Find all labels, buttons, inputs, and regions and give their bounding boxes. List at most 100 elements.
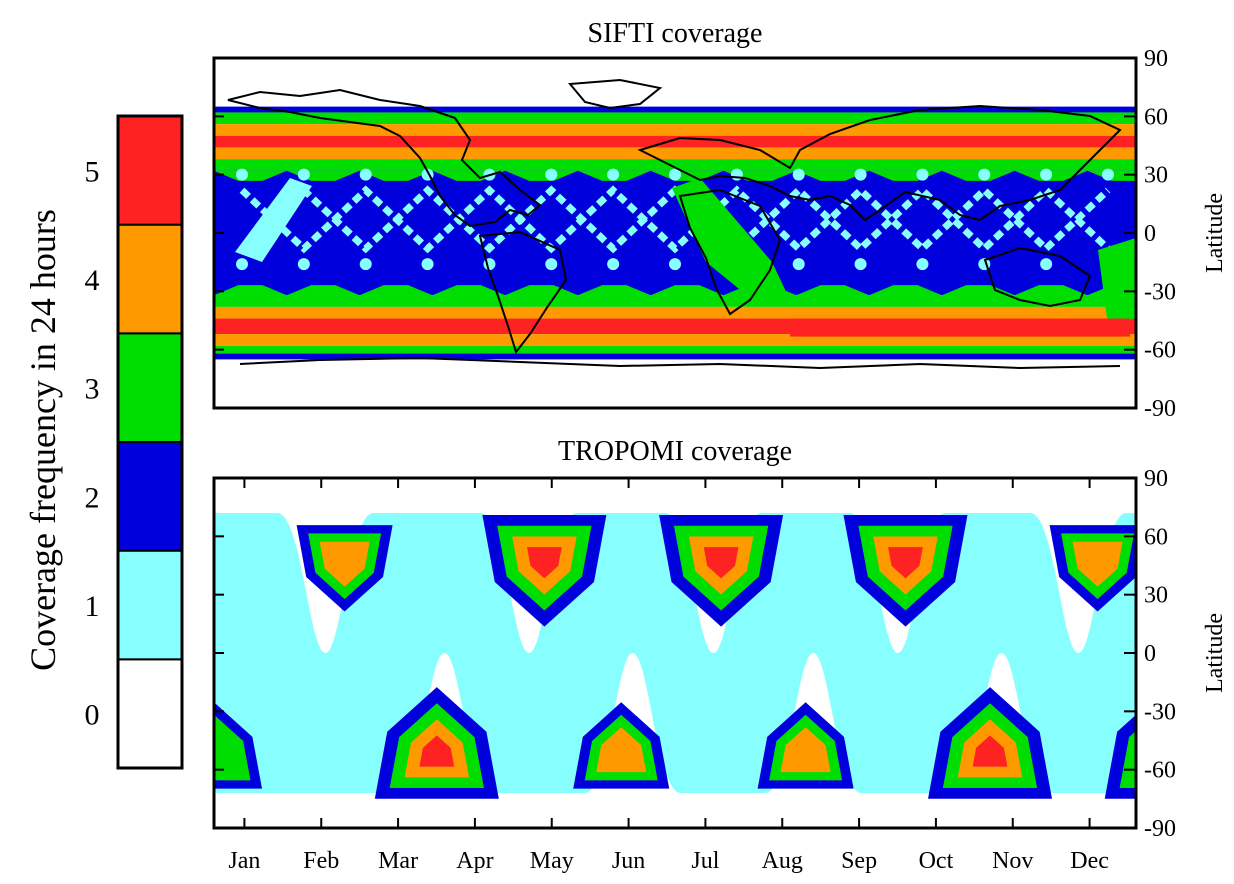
tropomi-north-hotspot-2 [659,515,784,627]
x-tick-label: May [530,848,574,874]
sifti-dot [297,258,310,271]
sifti-coverage-map [214,58,1136,360]
y-tick-label: -60 [1144,758,1176,784]
colorbar-label-0: 0 [85,699,100,732]
x-tick-label: Feb [303,848,339,874]
tropomi-north-hotspot-3 [843,515,968,627]
sifti-dot [545,258,558,271]
y-tick-label: 60 [1144,524,1168,550]
coastline-6 [239,356,1121,370]
sifti-dot [236,258,248,271]
sifti-dot [669,258,681,271]
sifti-ylabel: Latitude [1202,193,1228,273]
y-tick-label: 0 [1144,641,1156,667]
sifti-no-coverage-north [214,58,1136,107]
x-tick-label: Nov [992,848,1033,874]
tropomi-south-hotspot-2 [573,702,670,789]
x-tick-label: Mar [378,848,418,874]
tropomi-panel: TROPOMI coverage 90 60 30 0 -30 -60 -90 Jan Feb… [212,436,1228,874]
sifti-dot [854,258,867,271]
y-tick-label: 30 [1144,583,1168,609]
coastline-5 [983,246,1092,308]
tropomi-title: TROPOMI coverage [558,436,792,467]
colorbar-label-2: 2 [85,481,100,514]
sifti-dot [607,168,620,181]
tropomi-south-hotspot-4-level-5 [972,735,1008,767]
x-tick-label: Oct [919,848,954,874]
tropomi-y-ticks: 90 60 30 0 -30 -60 -90 [214,466,1176,842]
sifti-track-a [239,185,1111,254]
tropomi-north-hotspot-0 [296,525,393,612]
coastline-4 [678,188,782,316]
sifti-dot [854,168,867,181]
colorbar-label-1: 1 [85,590,100,623]
colorbar-swatch-2 [117,441,183,552]
y-tick-label: -60 [1144,338,1176,364]
sifti-wide-swath [235,178,312,262]
x-tick-label: Dec [1070,848,1109,874]
tropomi-south-hotspot-0-level-3 [214,714,251,781]
tropomi-south-hotspot-0 [214,702,262,789]
sifti-dot [1040,258,1053,271]
tropomi-south-hotspot-1-level-5 [419,735,455,767]
tropomi-north-hotspot-4 [1049,525,1136,612]
sifti-band-4 [214,147,1136,160]
sifti-dot [359,258,372,271]
tropomi-north-hotspot-1 [482,515,607,627]
sifti-panel: SIFTI coverage 90 60 30 0 -30 -60 -90 Latitude [212,18,1228,422]
x-tick-label: Jan [228,848,260,874]
tropomi-south-hotspot-3 [757,702,854,789]
tropomi-north-hotspot-4-level-4 [1072,541,1123,587]
y-tick-label: 90 [1144,46,1168,72]
sifti-dot [607,258,620,271]
x-tick-label: Jun [612,848,645,874]
tropomi-south-hotspot-5-level-3 [1119,730,1136,789]
sifti-dot [1102,168,1114,181]
sifti-green-swath-1 [672,178,790,306]
colorbar-frame [116,114,184,770]
colorbar-swatch-0 [117,658,183,769]
sifti-band-2 [214,124,1136,136]
coastline-0 [227,88,542,228]
sifti-dot [792,258,805,271]
colorbar: 0 1 2 3 4 5 [85,114,184,770]
y-tick-label: -90 [1144,396,1176,422]
sifti-band-11 [214,345,1136,354]
colorbar-label-4: 4 [85,264,100,297]
sifti-dot [669,168,681,181]
sifti-dot [978,168,991,181]
sifti-dot [1040,168,1053,181]
colorbar-swatch-5 [117,115,183,226]
tropomi-south-hotspot-4 [928,687,1053,799]
y-tick-label: -90 [1144,816,1176,842]
tropomi-north-hotspot-3-level-5 [888,547,923,579]
tropomi-north-hotspot-1-level-5 [527,547,562,579]
x-tick-label: Jul [691,848,719,874]
x-tick-label: Apr [456,848,493,874]
sifti-dot [421,258,434,271]
x-tick-label: Aug [762,848,803,874]
sifti-south-scallop [214,285,1136,296]
colorbar-swatch-3 [117,332,183,444]
sifti-green-swath-2 [1098,238,1136,326]
colorbar-label-3: 3 [85,373,100,406]
y-tick-label: 90 [1144,466,1168,492]
sifti-band-5 [214,159,1136,171]
sifti-dot [916,258,929,271]
sifti-band-3 [214,135,1136,148]
colorbar-label-5: 5 [85,155,100,188]
tropomi-ylabel: Latitude [1202,613,1228,693]
sifti-dot [916,168,929,181]
coastline-2 [567,78,663,110]
tropomi-south-hotspot-3-level-4 [780,727,831,773]
y-tick-label: 60 [1144,104,1168,130]
sifti-south-red-extension [790,318,1130,337]
sifti-title: SIFTI coverage [588,18,763,49]
sifti-band-10 [214,334,1136,346]
sifti-dot [359,168,372,181]
sifti-band-1 [214,112,1136,125]
sifti-coastlines [227,78,1122,370]
tropomi-north-hotspot-2-level-5 [703,547,739,579]
coastline-3 [637,104,1122,222]
